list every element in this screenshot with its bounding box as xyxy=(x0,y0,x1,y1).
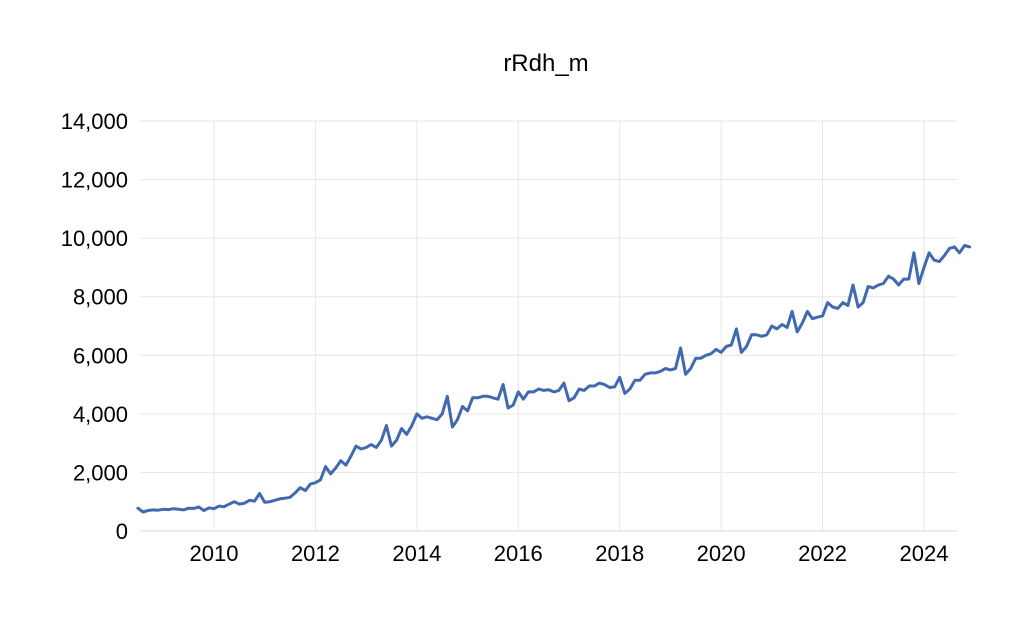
x-tick-label: 2016 xyxy=(494,541,543,566)
y-axis-ticks: 0 2,000 4,000 6,000 8,000 10,000 12,000 14,000 xyxy=(61,109,128,544)
y-tick-label: 12,000 xyxy=(61,168,128,193)
x-tick-label: 2012 xyxy=(291,541,340,566)
series-layer xyxy=(136,244,972,514)
y-tick-label: 4,000 xyxy=(73,402,128,427)
x-tick-label: 2022 xyxy=(798,541,847,566)
y-tick-label: 10,000 xyxy=(61,226,128,251)
x-tick-label: 2010 xyxy=(190,541,239,566)
x-tick-label: 2024 xyxy=(900,541,949,566)
y-tick-label: 6,000 xyxy=(73,343,128,368)
x-axis-ticks: 2010 2012 2014 2016 2018 2020 2022 2024 xyxy=(190,541,949,566)
chart-title: rRdh_m xyxy=(503,50,588,77)
y-tick-label: 2,000 xyxy=(73,460,128,485)
x-tick-label: 2018 xyxy=(595,541,644,566)
y-tick-label: 8,000 xyxy=(73,285,128,310)
y-tick-label: 14,000 xyxy=(61,109,128,134)
grid-lines xyxy=(140,120,957,532)
y-tick-label: 0 xyxy=(116,519,128,544)
series-line xyxy=(136,244,972,514)
x-tick-label: 2014 xyxy=(392,541,441,566)
x-tick-label: 2020 xyxy=(697,541,746,566)
